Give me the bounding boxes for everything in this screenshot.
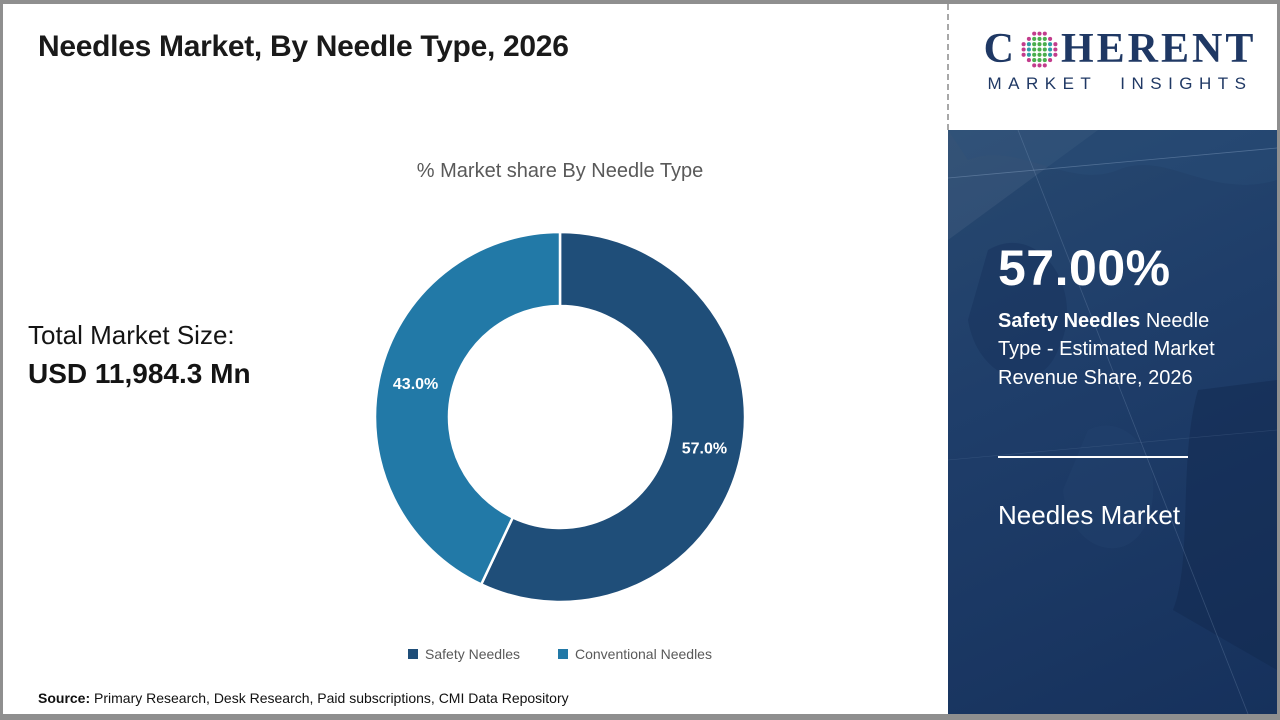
logo-letter-c: C: [983, 26, 1017, 72]
logo-subtitle: MARKET INSIGHTS: [987, 74, 1253, 93]
chart-legend: Safety Needles Conventional Needles: [160, 646, 960, 662]
source-text: Primary Research, Desk Research, Paid su…: [90, 690, 569, 706]
donut-data-label-safety-needles: 57.0%: [682, 441, 727, 458]
total-market-size-value: USD 11,984.3 Mn: [28, 358, 251, 389]
slide-canvas: Needles Market, By Needle Type, 2026 C HE…: [3, 4, 1277, 714]
headline-stat-description: Safety Needles Needle Type - Estimated M…: [998, 307, 1250, 393]
headline-stat-value: 57.00%: [998, 240, 1171, 296]
donut-data-label-conventional-needles: 43.0%: [393, 376, 438, 393]
legend-label-safety-needles: Safety Needles: [425, 646, 520, 662]
legend-item-safety-needles: Safety Needles: [408, 646, 520, 662]
donut-slice-conventional-needles: [373, 230, 562, 586]
legend-swatch-safety-needles: [408, 649, 419, 659]
source-label: Source:: [38, 690, 91, 706]
logo-wordmark: C HERENT: [971, 28, 1269, 70]
stat-description-bold: Safety Needles: [998, 309, 1141, 332]
coherent-market-insights-logo: C HERENT MARKET INSIGHTS: [971, 28, 1269, 94]
total-market-size-label: Total Market Size:: [28, 320, 235, 350]
logo-word-rest: HERENT: [1060, 26, 1257, 72]
chart-title: % Market share By Needle Type: [416, 160, 704, 182]
panel-report-title: Needles Market: [998, 500, 1181, 531]
donut-slice-safety-needles: [479, 230, 747, 604]
source-line: Source: Primary Research, Desk Research,…: [38, 690, 569, 706]
total-market-size-block: Total Market Size: USD 11,984.3 Mn: [28, 320, 251, 390]
donut-chart: 57.0% 43.0%: [373, 230, 747, 604]
page-title: Needles Market, By Needle Type, 2026: [38, 30, 569, 63]
legend-label-conventional-needles: Conventional Needles: [574, 646, 712, 662]
header-dashed-divider: [947, 4, 949, 130]
stat-description-rest: Needle Type - Estimated Market Revenue S…: [998, 309, 1215, 389]
legend-swatch-conventional-needles: [557, 649, 568, 659]
panel-divider-line: [998, 456, 1188, 459]
panel-content: 57.00% Safety Needles Needle Type - Esti…: [948, 130, 1277, 531]
legend-item-conventional-needles: Conventional Needles: [557, 646, 712, 662]
coherent-globe-icon: [1021, 31, 1058, 67]
right-summary-panel: 57.00% Safety Needles Needle Type - Esti…: [948, 130, 1277, 714]
